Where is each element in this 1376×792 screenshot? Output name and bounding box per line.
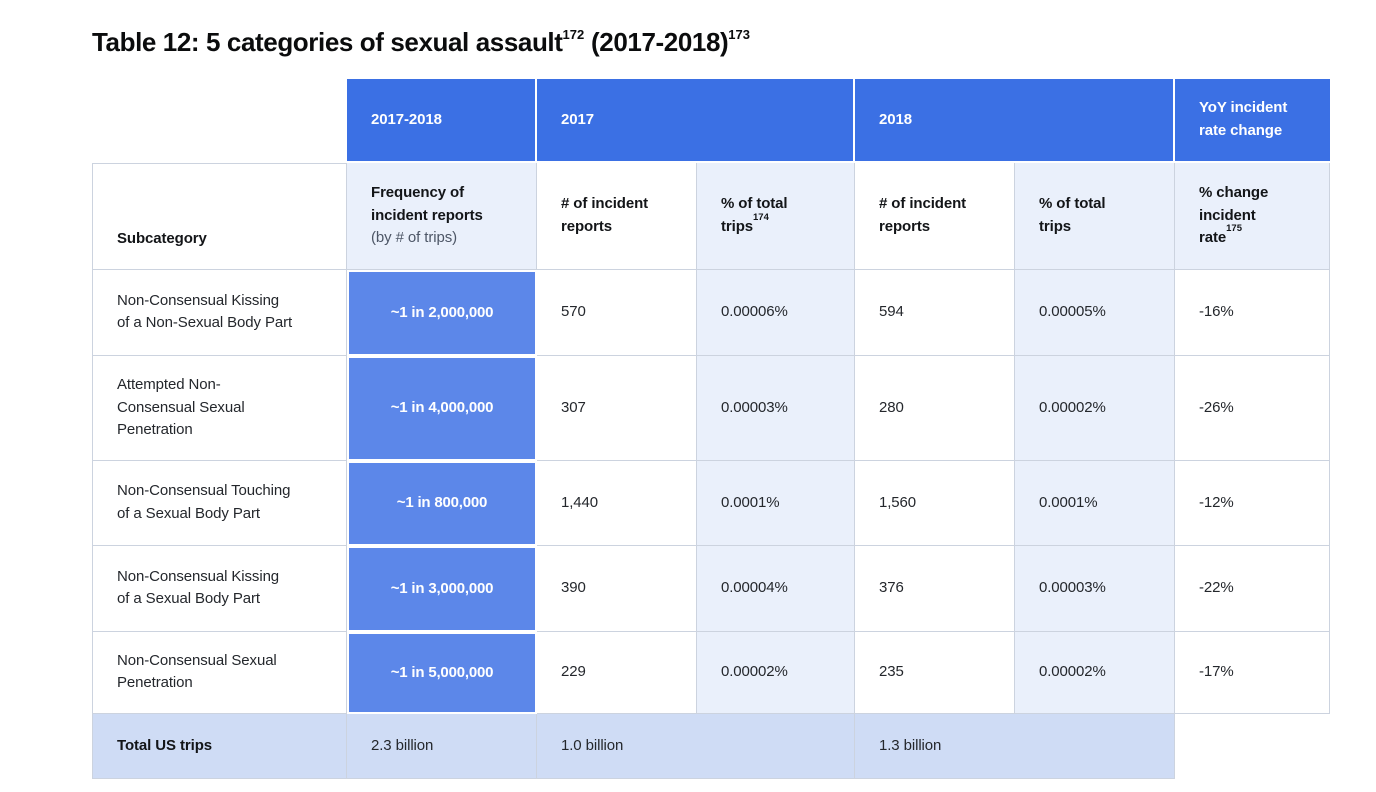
header-year-2018: 2018 <box>855 78 1175 163</box>
row-subcategory: Non-Consensual Touching of a Sexual Body… <box>92 460 347 546</box>
row-reports-2018: 376 <box>855 545 1015 632</box>
row-reports-2018: 594 <box>855 269 1015 356</box>
subheader-pct-trips-2017: % of total trips174 <box>697 162 855 270</box>
row-reports-2018: 280 <box>855 355 1015 461</box>
footnote-ref-172: 172 <box>562 27 585 43</box>
row-frequency: ~1 in 2,000,000 <box>347 269 537 356</box>
row-pct-2017: 0.0001% <box>697 460 855 546</box>
subheader-reports-2018: # of incident reports <box>855 162 1015 270</box>
row-reports-2017: 390 <box>537 545 697 632</box>
subheader-reports-2017: # of incident reports <box>537 162 697 270</box>
footer-total-us-trips-label: Total US trips <box>92 713 347 779</box>
header-yoy-incident-rate-change: YoY incident rate change <box>1175 78 1330 163</box>
footer-spacer-cell <box>1175 714 1330 779</box>
header-year-2017: 2017 <box>537 78 855 163</box>
row-yoy-change: -17% <box>1175 631 1330 714</box>
row-pct-2017: 0.00003% <box>697 355 855 461</box>
footer-total-trips: 2.3 billion <box>347 713 537 779</box>
row-frequency: ~1 in 5,000,000 <box>347 631 537 714</box>
row-pct-2018: 0.00002% <box>1015 355 1175 461</box>
row-subcategory: Non-Consensual Kissing of a Sexual Body … <box>92 545 347 632</box>
row-reports-2017: 570 <box>537 269 697 356</box>
row-pct-2018: 0.00002% <box>1015 631 1175 714</box>
title-text: Table 12: 5 categories of sexual assault <box>92 27 563 57</box>
header-spacer-cell <box>92 79 347 163</box>
row-pct-2017: 0.00004% <box>697 545 855 632</box>
subheader-pct-change-rate: % change incident rate175 <box>1175 162 1330 270</box>
table-title: Table 12: 5 categories of sexual assault… <box>92 27 1376 58</box>
row-reports-2018: 235 <box>855 631 1015 714</box>
row-reports-2017: 229 <box>537 631 697 714</box>
row-frequency: ~1 in 800,000 <box>347 460 537 546</box>
row-subcategory: Non-Consensual Kissing of a Non-Sexual B… <box>92 269 347 356</box>
row-pct-2018: 0.00005% <box>1015 269 1175 356</box>
row-yoy-change: -12% <box>1175 460 1330 546</box>
sexual-assault-categories-table: 2017-2018 2017 2018 YoY incident rate ch… <box>92 78 1330 779</box>
row-subcategory: Non-Consensual Sexual Penetration <box>92 631 347 714</box>
row-frequency: ~1 in 4,000,000 <box>347 355 537 461</box>
row-pct-2017: 0.00002% <box>697 631 855 714</box>
row-pct-2018: 0.0001% <box>1015 460 1175 546</box>
row-reports-2017: 307 <box>537 355 697 461</box>
row-reports-2018: 1,560 <box>855 460 1015 546</box>
subheader-frequency: Frequency of incident reports (by # of t… <box>347 162 537 270</box>
row-reports-2017: 1,440 <box>537 460 697 546</box>
title-years: (2017-2018) <box>584 27 729 57</box>
subheader-subcategory: Subcategory <box>92 162 347 270</box>
footnote-ref-173: 173 <box>728 27 750 43</box>
footnote-ref-174: 174 <box>753 211 769 223</box>
subheader-pct-trips-2018: % of total trips <box>1015 162 1175 270</box>
row-yoy-change: -16% <box>1175 269 1330 356</box>
footnote-ref-175: 175 <box>1226 223 1242 235</box>
footer-trips-2017: 1.0 billion <box>537 713 855 779</box>
header-period-2017-2018: 2017-2018 <box>347 78 537 163</box>
row-yoy-change: -26% <box>1175 355 1330 461</box>
row-pct-2017: 0.00006% <box>697 269 855 356</box>
row-subcategory: Attempted Non- Consensual Sexual Penetra… <box>92 355 347 461</box>
footer-trips-2018: 1.3 billion <box>855 713 1175 779</box>
row-pct-2018: 0.00003% <box>1015 545 1175 632</box>
row-frequency: ~1 in 3,000,000 <box>347 545 537 632</box>
row-yoy-change: -22% <box>1175 545 1330 632</box>
frequency-note: (by # of trips) <box>371 229 458 247</box>
